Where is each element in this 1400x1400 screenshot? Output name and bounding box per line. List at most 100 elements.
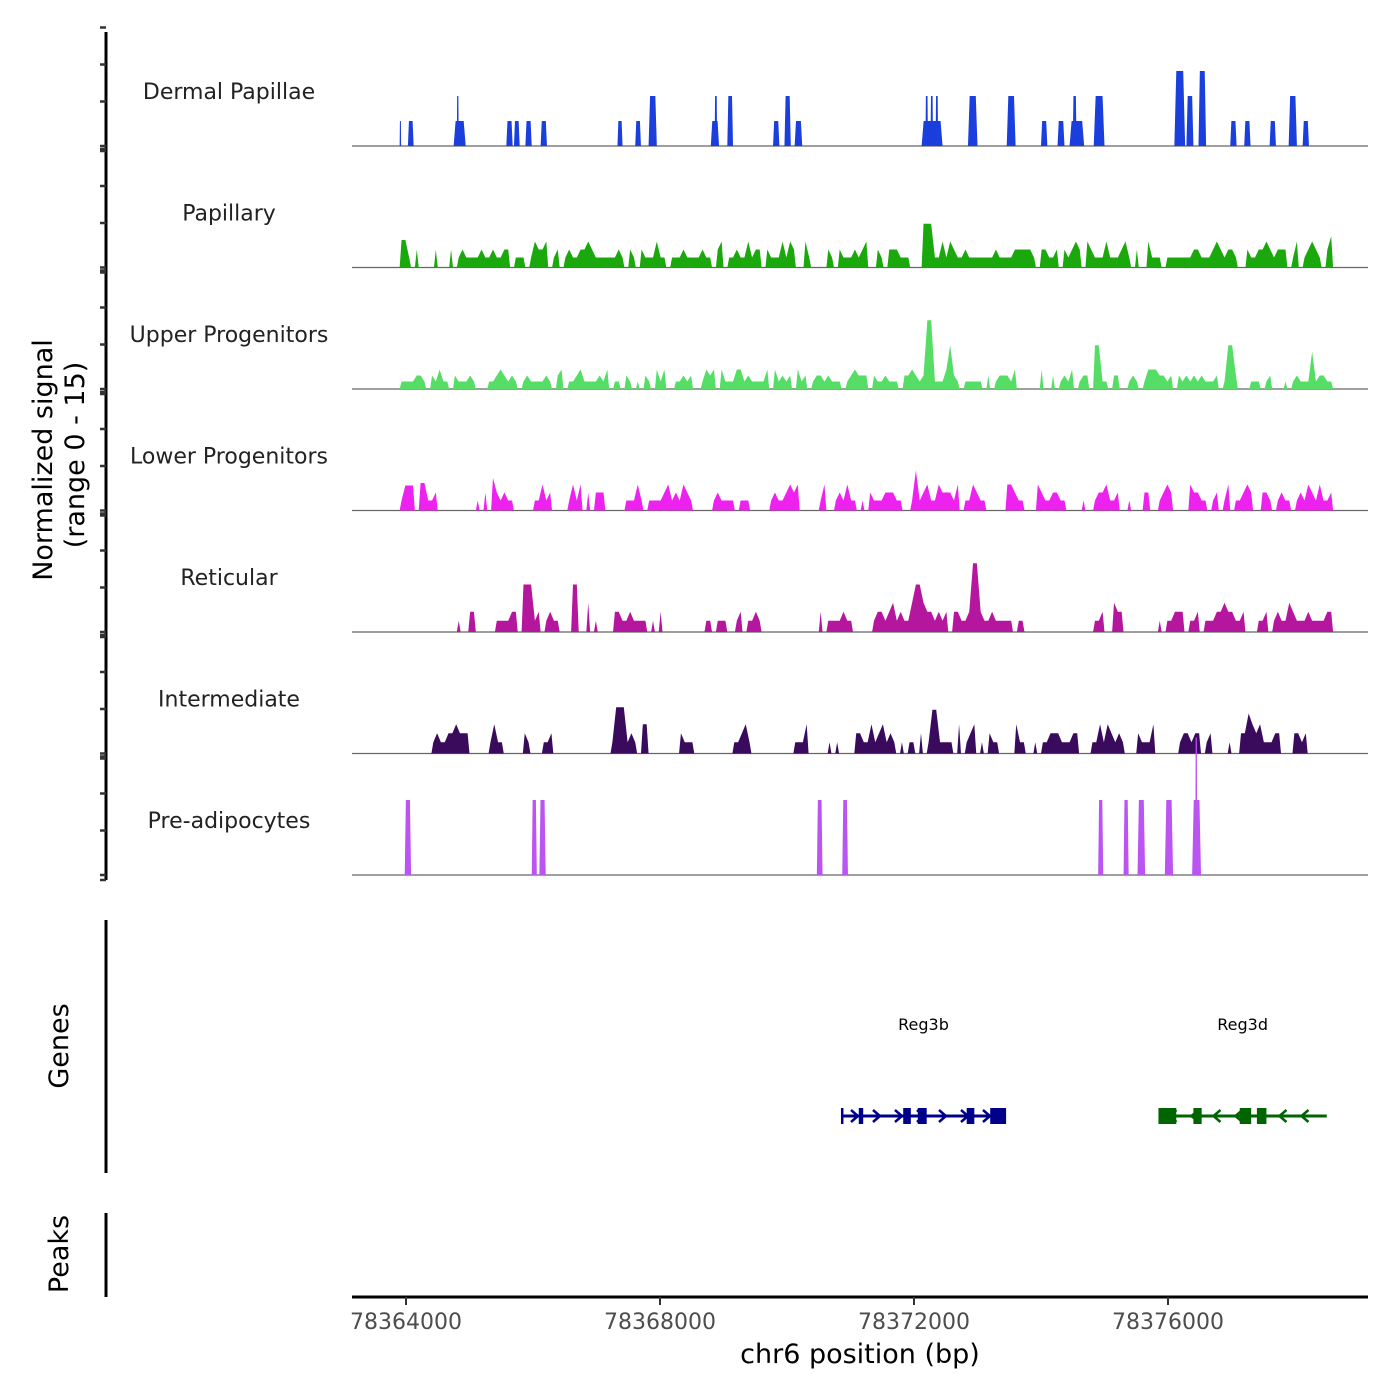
signal-peak — [513, 121, 520, 146]
track-pre-adipocytes: Pre-adipocytes — [148, 737, 1368, 876]
signal-region — [399, 375, 427, 389]
strand-arrow-right-icon — [894, 1109, 904, 1123]
gene-exon — [966, 1108, 975, 1124]
signal-region — [452, 375, 476, 389]
signal-region — [833, 484, 857, 511]
signal-region — [854, 724, 897, 754]
signal-region — [1234, 484, 1254, 511]
signal-region — [552, 249, 560, 268]
x-tick-label: 78376000 — [1112, 1310, 1224, 1335]
signal-peak — [1006, 96, 1016, 146]
signal-region — [1176, 375, 1219, 389]
gene-label: Reg3d — [1217, 1015, 1268, 1034]
coverage-y-ticks — [100, 26, 106, 882]
signal-region — [987, 733, 1000, 754]
signal-region — [567, 484, 583, 511]
signal-peak — [773, 121, 780, 146]
signal-region — [1295, 484, 1334, 511]
signal-region — [964, 724, 977, 754]
signal-region — [1035, 484, 1067, 511]
signal-region — [586, 602, 591, 632]
signal-region — [1325, 236, 1334, 268]
signal-region — [732, 724, 752, 754]
signal-peak — [935, 96, 939, 146]
signal-region — [1093, 611, 1105, 632]
signal-peak — [1198, 71, 1207, 146]
track-reticular: Reticular — [180, 563, 1368, 633]
signal-region — [475, 500, 480, 511]
x-tick-label: 78372000 — [858, 1310, 970, 1335]
track-dermal-papillae: Dermal Papillae — [143, 71, 1368, 147]
signal-peak — [1093, 96, 1105, 146]
signal-region — [456, 620, 461, 632]
signal-peak — [925, 96, 928, 146]
signal-region — [613, 611, 648, 632]
signal-region — [1142, 492, 1151, 511]
signal-peak — [531, 800, 537, 875]
signal-region — [521, 375, 553, 389]
signal-region — [803, 241, 812, 268]
signal-region — [1260, 492, 1273, 511]
signal-region — [712, 492, 735, 511]
signal-region — [586, 492, 591, 511]
signal-region — [555, 369, 564, 389]
signal-region — [399, 240, 412, 268]
signal-region — [1136, 724, 1156, 754]
track-upper-progenitors: Upper Progenitors — [130, 320, 1368, 390]
signal-region — [1014, 724, 1026, 754]
strand-arrow-right-icon — [982, 1109, 992, 1123]
gene-exon — [1193, 1108, 1202, 1124]
signal-region — [610, 707, 638, 754]
signal-region — [860, 500, 865, 511]
signal-region — [1256, 611, 1269, 632]
signal-peak — [539, 800, 546, 875]
signal-region — [827, 742, 832, 754]
track-label: Upper Progenitors — [130, 323, 329, 348]
signal-region — [1039, 249, 1059, 268]
signal-region — [994, 369, 1017, 389]
track-label: Pre-adipocytes — [148, 809, 311, 834]
signal-region — [1227, 742, 1232, 754]
gene-exon — [917, 1108, 927, 1124]
signal-region — [875, 249, 884, 268]
signal-region — [399, 485, 415, 511]
signal-region — [456, 249, 511, 268]
signal-region — [1127, 500, 1132, 511]
signal-peak — [727, 96, 734, 146]
signal-peak — [714, 96, 718, 146]
signal-peak — [842, 800, 848, 875]
signal-region — [727, 241, 762, 268]
signal-region — [1211, 492, 1219, 511]
signal-region — [900, 742, 904, 754]
signal-region — [715, 241, 724, 268]
y-axis-title-line1: Normalized signal — [28, 339, 59, 581]
signal-peak — [1244, 121, 1251, 146]
signal-region — [1033, 742, 1038, 754]
gene-label: Reg3b — [898, 1015, 949, 1034]
signal-region — [719, 369, 770, 389]
track-label: Reticular — [180, 566, 278, 591]
signal-region — [628, 249, 636, 268]
signal-region — [868, 492, 903, 511]
gene-exon — [840, 1108, 844, 1124]
signal-region — [1146, 241, 1162, 268]
signal-region — [414, 249, 419, 268]
signal-peak — [1069, 121, 1085, 146]
signal-region — [765, 241, 796, 268]
signal-peak — [784, 96, 791, 146]
signal-region — [624, 484, 644, 511]
signal-region — [468, 611, 476, 632]
signal-region — [837, 241, 869, 268]
signal-region — [488, 724, 504, 754]
peaks-panel-label: Peaks — [44, 1215, 75, 1293]
signal-region — [647, 484, 694, 511]
signal-region — [673, 375, 694, 389]
signal-peak — [1230, 121, 1237, 146]
signal-region — [811, 375, 842, 389]
signal-region — [433, 249, 438, 268]
signal-region — [1081, 500, 1086, 511]
signal-region — [1275, 492, 1292, 511]
signal-region — [529, 241, 549, 268]
signal-peak — [967, 96, 978, 146]
